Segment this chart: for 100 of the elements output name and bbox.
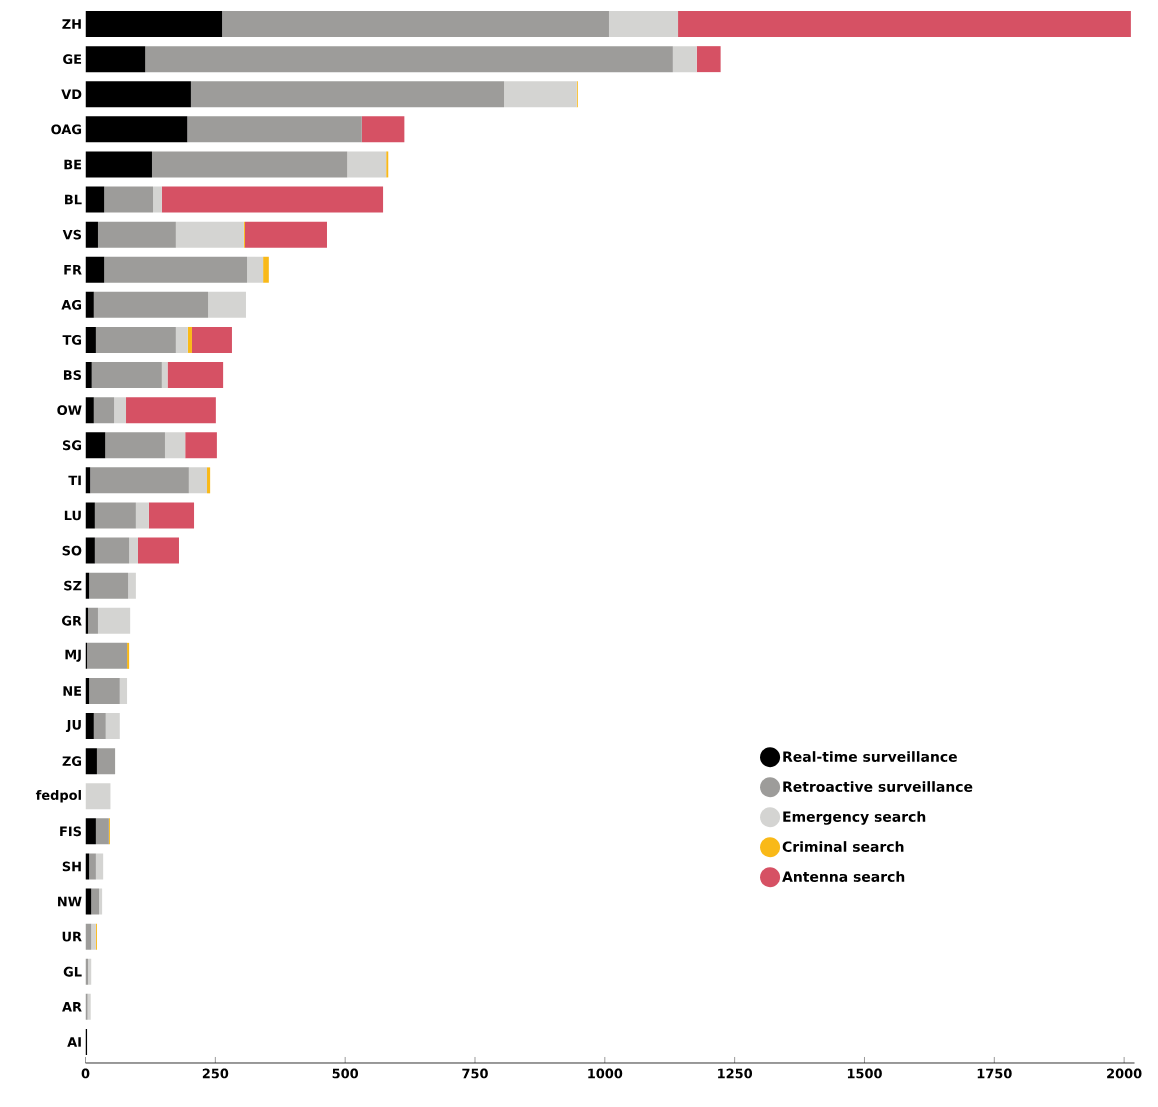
bar (185, 432, 217, 459)
y-tick-label: BE (64, 159, 82, 170)
y-tick-label: ZG (62, 756, 82, 767)
bar (187, 116, 362, 143)
x-tick-label: 1750 (977, 1068, 1012, 1079)
bar (95, 818, 109, 845)
bar (85, 783, 111, 810)
bar (85, 362, 92, 389)
y-tick-label: fedpol (35, 789, 81, 803)
bar (85, 397, 94, 424)
y-tick-label: GR (62, 615, 82, 626)
bar (208, 291, 246, 318)
y-tick-label: SZ (64, 580, 82, 591)
y-tick-label: AI (67, 1037, 81, 1047)
bar (164, 432, 186, 459)
bar (145, 46, 673, 73)
bar (97, 607, 131, 634)
bar (128, 572, 136, 599)
y-tick-label: UR (62, 931, 82, 942)
y-tick-label: ZH (62, 19, 81, 29)
bar (85, 748, 97, 775)
bar (678, 11, 1131, 38)
bar (91, 923, 96, 950)
bar (161, 186, 384, 213)
y-tick-label: LU (64, 510, 81, 521)
bar (85, 46, 146, 73)
bar (85, 537, 95, 564)
bar (85, 326, 96, 353)
bar (89, 677, 120, 704)
bar (89, 853, 96, 880)
y-tick-label: OW (57, 405, 82, 416)
bar (105, 432, 165, 459)
bar (114, 397, 127, 424)
bar (93, 713, 106, 740)
y-tick-label: BL (65, 194, 82, 205)
x-tick-label: 1250 (718, 1068, 753, 1079)
bar (672, 46, 697, 73)
bar (696, 46, 721, 73)
x-tick-label: 1000 (588, 1068, 623, 1079)
bar (94, 537, 130, 564)
bar (99, 888, 103, 915)
y-tick-label: SG (62, 440, 82, 451)
bar (247, 256, 264, 283)
bar (263, 256, 269, 283)
bar (504, 81, 577, 108)
y-tick-label: NW (58, 896, 82, 907)
bar (97, 221, 176, 248)
bar (222, 11, 609, 38)
bar (85, 11, 223, 38)
x-tick-label: 500 (332, 1068, 359, 1079)
y-tick-label: VS (62, 229, 82, 240)
bar (386, 151, 389, 178)
bar (85, 116, 188, 143)
bar (244, 221, 327, 248)
bar (167, 362, 224, 389)
bar (85, 81, 191, 108)
bar (361, 116, 405, 143)
bar (191, 326, 232, 353)
x-tick-label: 750 (462, 1068, 488, 1079)
bar (85, 256, 105, 283)
x-tick-label: 0 (81, 1068, 90, 1079)
bar (190, 81, 505, 108)
bar (148, 502, 195, 529)
bar (187, 326, 192, 353)
bar (127, 642, 130, 669)
bar (85, 186, 105, 213)
bar (85, 713, 94, 740)
legend-label: Real-time surveillance (783, 751, 957, 762)
bar (129, 537, 138, 564)
y-tick-label: AG (61, 299, 82, 310)
y-tick-label: FIS (60, 826, 82, 837)
bar (175, 326, 188, 353)
bar (85, 221, 98, 248)
bar (104, 256, 248, 283)
bar (137, 537, 179, 564)
x-tick-label: 1500 (847, 1068, 882, 1079)
x-tick-label: 250 (202, 1068, 229, 1079)
y-tick-label: FR (64, 265, 82, 275)
y-tick-label: OAG (51, 124, 82, 135)
bar (85, 151, 152, 178)
bar (90, 467, 189, 494)
bar (161, 362, 168, 389)
legend-label: Retroactive surveillance (783, 781, 973, 792)
bar (135, 502, 149, 529)
bar (85, 291, 94, 318)
bar (94, 502, 136, 529)
bar (85, 432, 106, 459)
y-tick-label: BS (63, 370, 82, 380)
bar (95, 853, 104, 880)
bar (151, 151, 348, 178)
y-tick-label: JU (65, 720, 81, 733)
bar (188, 467, 208, 494)
bar (153, 186, 162, 213)
y-tick-label: TG (62, 335, 82, 345)
bar (91, 362, 162, 389)
bar (85, 818, 96, 845)
bar (87, 642, 128, 669)
bar (91, 888, 100, 915)
bar (85, 502, 95, 529)
y-tick-label: TI (68, 475, 81, 486)
